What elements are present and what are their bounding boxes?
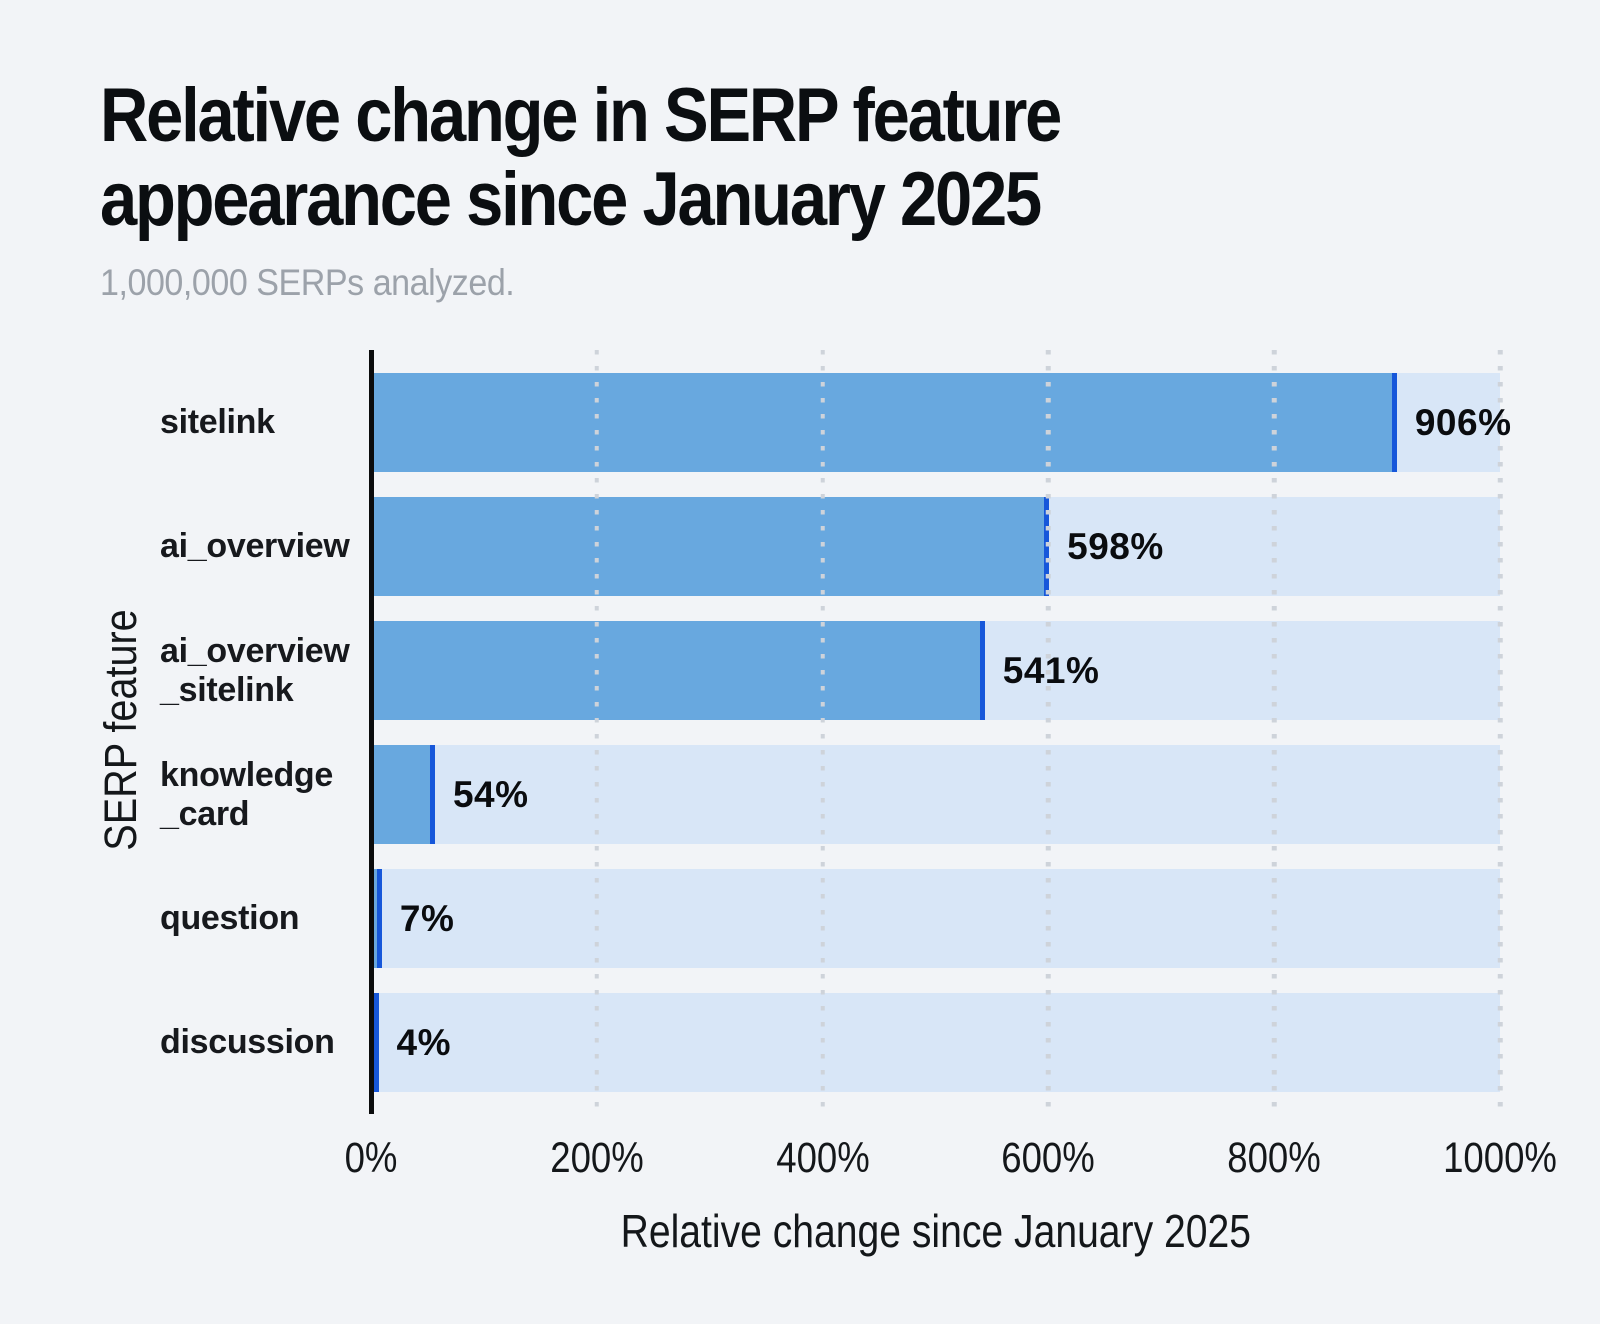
x-axis-ticks: 0% 200% 400% 600% 800% 1000% xyxy=(345,1134,1557,1186)
bar-value-label: 598% xyxy=(1067,525,1164,567)
bar-track xyxy=(371,993,1500,1092)
chart-title-line2: appearance since January 2025 xyxy=(100,157,1042,242)
category-label-ai-overview-sitelink: ai_overview _sitelink xyxy=(160,621,356,720)
bar-end-marker xyxy=(979,621,985,720)
bar-value-label: 541% xyxy=(1002,649,1100,691)
bar-end-marker xyxy=(373,993,379,1092)
chart-subtitle: 1,000,000 SERPs analyzed. xyxy=(100,262,515,303)
bar-row-discussion: discussion 4% xyxy=(160,993,1500,1092)
bar-fill xyxy=(371,497,1047,596)
bar-end-marker xyxy=(429,745,435,844)
category-label-question: question xyxy=(160,869,356,968)
chart-title-line1: Relative change in SERP feature xyxy=(100,73,1062,158)
category-label-line: _card xyxy=(160,794,250,833)
bar-fill xyxy=(371,621,982,720)
bar-track xyxy=(371,869,1500,968)
category-label-line: discussion xyxy=(160,1023,335,1061)
category-label-sitelink: sitelink xyxy=(160,373,356,472)
category-label-knowledge-card: knowledge _card xyxy=(160,745,356,844)
bar-end-marker xyxy=(376,869,382,968)
bar-row-sitelink: sitelink 906% xyxy=(160,373,1511,472)
bar-row-ai-overview: ai_overview 598% xyxy=(160,497,1500,596)
bar-fill xyxy=(371,869,379,968)
plot-area: sitelink 906% ai_overview 598% ai_overvi… xyxy=(160,373,1511,1092)
y-axis-line xyxy=(369,350,374,1114)
bar-fill xyxy=(371,373,1394,472)
chart-title: Relative change in SERP feature appearan… xyxy=(100,73,1062,242)
category-label-line: ai_overview xyxy=(160,631,350,670)
bar-value-label: 54% xyxy=(452,773,529,815)
category-label-line: question xyxy=(160,899,300,937)
bar-row-ai-overview-sitelink: ai_overview _sitelink 541% xyxy=(160,621,1500,720)
x-axis-title: Relative change since January 2025 xyxy=(620,1205,1251,1257)
category-label-line: knowledge xyxy=(160,755,333,794)
category-label-discussion: discussion xyxy=(160,993,356,1092)
category-label-line: sitelink xyxy=(160,403,275,441)
category-label-line: ai_overview xyxy=(160,527,350,565)
x-tick-1000: 1000% xyxy=(1443,1134,1557,1182)
bar-fill xyxy=(371,745,432,844)
x-tick-400: 400% xyxy=(775,1134,870,1182)
x-tick-800: 800% xyxy=(1227,1134,1321,1182)
x-tick-0: 0% xyxy=(344,1134,398,1182)
category-label-line: _sitelink xyxy=(160,670,294,709)
bar-end-marker xyxy=(1044,497,1050,596)
y-axis-title: SERP feature xyxy=(95,609,146,851)
bar-row-question: question 7% xyxy=(160,869,1500,968)
bar-value-label: 906% xyxy=(1414,401,1512,443)
x-tick-600: 600% xyxy=(1001,1134,1096,1182)
category-label-ai-overview: ai_overview xyxy=(160,497,356,596)
x-axis-title-wrap: Relative change since January 2025 xyxy=(371,1204,1500,1258)
bar-value-label: 4% xyxy=(396,1021,451,1063)
bar-track xyxy=(371,745,1500,844)
bar-end-marker xyxy=(1391,373,1397,472)
bar-value-label: 7% xyxy=(399,897,455,939)
x-tick-200: 200% xyxy=(550,1134,644,1182)
bar-row-knowledge-card: knowledge _card 54% xyxy=(160,745,1500,844)
